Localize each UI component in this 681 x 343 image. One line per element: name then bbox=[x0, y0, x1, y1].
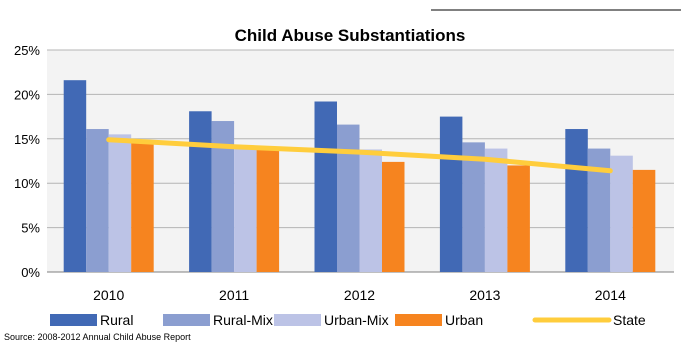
source-note: Source: 2008-2012 Annual Child Abuse Rep… bbox=[4, 332, 191, 342]
bar-urban-2010 bbox=[131, 141, 154, 272]
bar-rural-2013 bbox=[439, 116, 463, 272]
legend-label-urban-mix: Urban-Mix bbox=[324, 312, 389, 328]
bar-urban-mix-2012 bbox=[359, 149, 382, 272]
legend-swatch-rural bbox=[50, 314, 97, 326]
x-tick-label: 2010 bbox=[93, 287, 124, 303]
legend-swatch-urban-mix bbox=[274, 314, 321, 326]
state-line bbox=[106, 137, 613, 174]
bar-urban-2012 bbox=[382, 161, 405, 272]
chart-title: Child Abuse Substantiations bbox=[235, 26, 466, 45]
bar-urban-mix-2010 bbox=[108, 134, 132, 272]
bar-urban-2014 bbox=[632, 169, 656, 272]
legend-label-state: State bbox=[613, 312, 646, 328]
y-tick-label: 0% bbox=[21, 265, 40, 280]
x-tick-label: 2012 bbox=[344, 287, 375, 303]
legend-swatch-rural-mix bbox=[163, 314, 210, 326]
bar-urban-2011 bbox=[256, 146, 280, 272]
x-tick-label: 2011 bbox=[219, 287, 249, 303]
bar-rural-mix-2014 bbox=[587, 148, 611, 272]
y-tick-label: 25% bbox=[14, 43, 40, 58]
x-tick-label: 2013 bbox=[469, 287, 500, 303]
bar-rural-mix-2013 bbox=[462, 142, 485, 272]
y-tick-label: 15% bbox=[14, 132, 40, 147]
legend-label-rural-mix: Rural-Mix bbox=[213, 312, 273, 328]
y-axis: 0% 5% 10% 15% 20% 25% bbox=[14, 43, 40, 280]
x-tick-label: 2014 bbox=[595, 287, 626, 303]
y-tick-label: 10% bbox=[14, 176, 40, 191]
bar-urban-mix-2014 bbox=[610, 155, 633, 272]
bar-urban-mix-2013 bbox=[484, 148, 508, 272]
legend-label-rural: Rural bbox=[100, 312, 133, 328]
legend-label-urban: Urban bbox=[445, 312, 483, 328]
bar-rural-mix-2010 bbox=[86, 129, 109, 272]
bar-rural-2014 bbox=[565, 129, 588, 272]
legend: Rural Rural-Mix Urban-Mix Urban State bbox=[50, 312, 646, 328]
bar-rural-mix-2012 bbox=[337, 124, 360, 272]
x-axis: 2010 2011 2012 2013 2014 bbox=[93, 287, 626, 303]
bar-rural-mix-2011 bbox=[211, 121, 235, 272]
y-tick-label: 20% bbox=[14, 87, 40, 102]
bar-rural-2011 bbox=[189, 111, 212, 272]
legend-swatch-urban bbox=[395, 314, 442, 326]
series-line-state bbox=[106, 137, 613, 174]
bar-urban-mix-2011 bbox=[234, 147, 257, 272]
bar-rural-2010 bbox=[63, 80, 87, 272]
bar-rural-2012 bbox=[314, 101, 337, 272]
bar-urban-2013 bbox=[507, 165, 530, 272]
y-tick-label: 5% bbox=[21, 221, 40, 236]
